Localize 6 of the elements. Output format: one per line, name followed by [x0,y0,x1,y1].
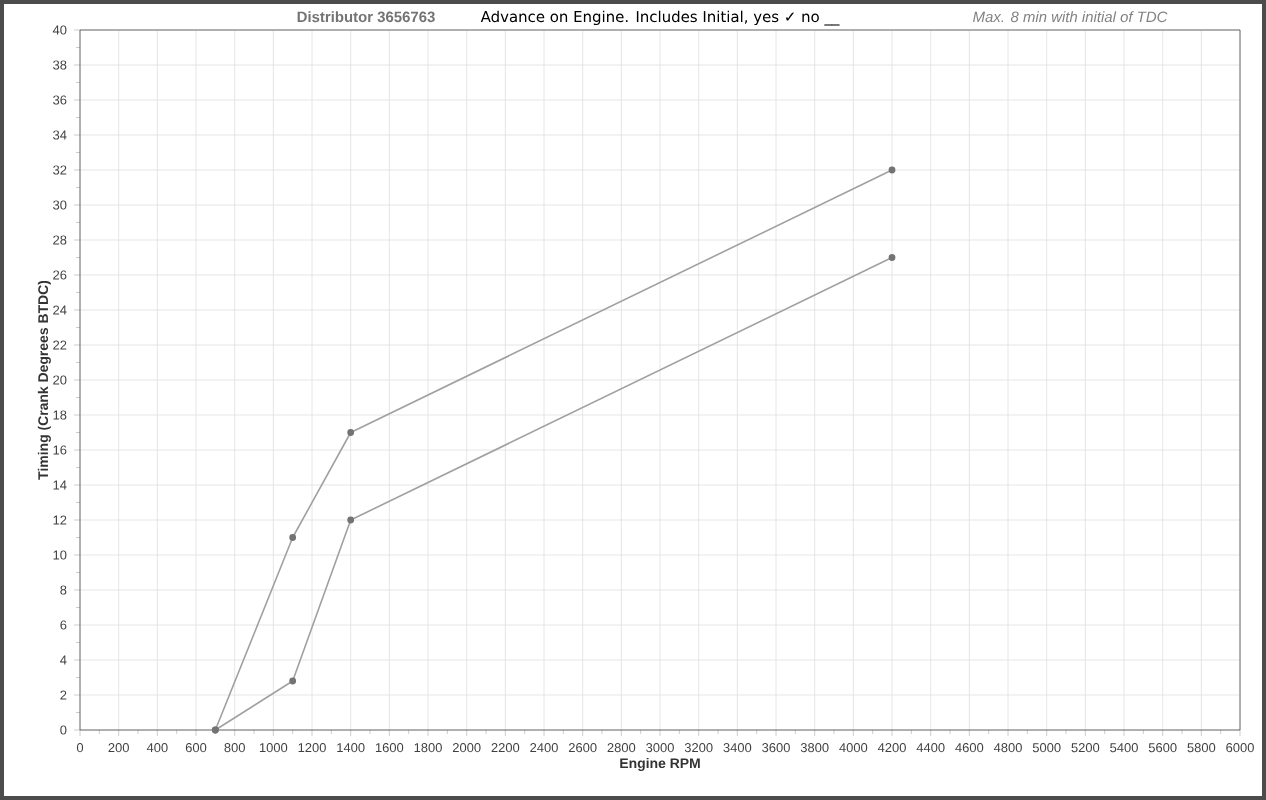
point [289,677,297,685]
point [347,429,355,436]
point [347,516,355,524]
point [888,254,896,261]
point [888,166,896,174]
point [289,534,297,541]
